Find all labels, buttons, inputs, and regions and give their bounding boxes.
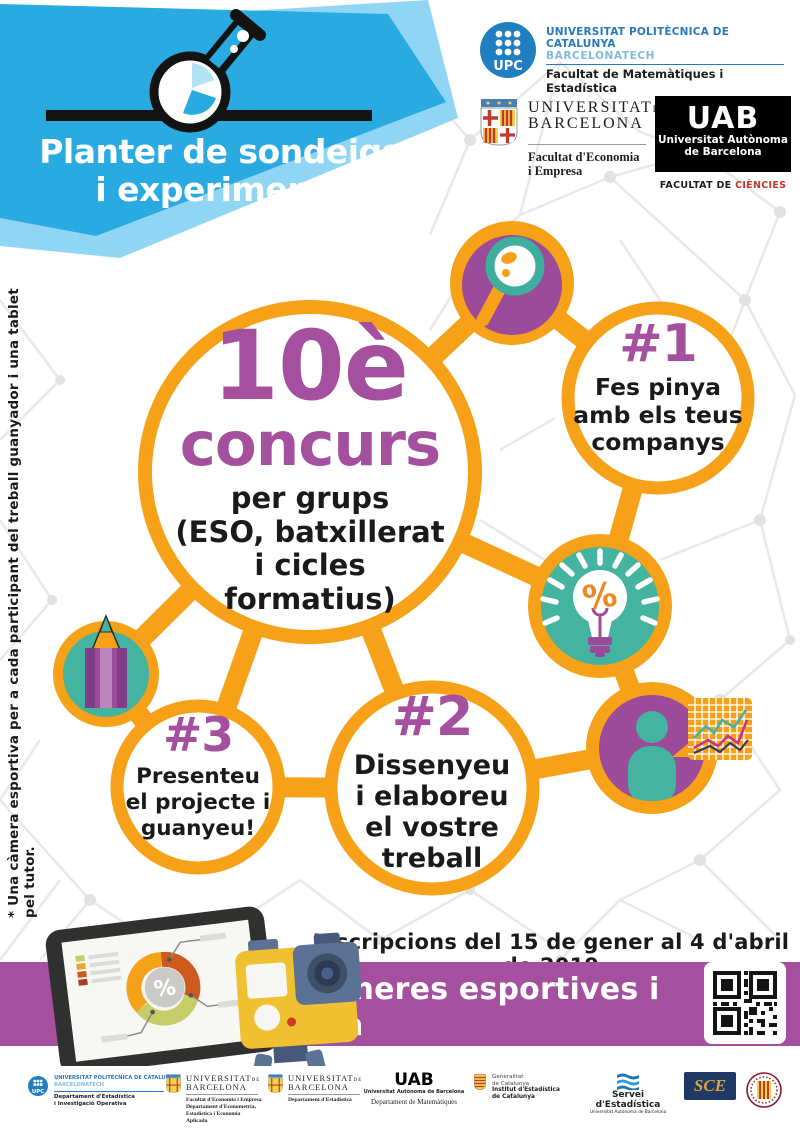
footer-sce: SCE	[684, 1072, 736, 1100]
footer-seal-icon	[746, 1072, 782, 1108]
ub-crest-icon	[480, 99, 518, 146]
upc-name: UNIVERSITAT POLITÈCNICA DE CATALUNYA	[546, 26, 730, 50]
step1-circle	[561, 301, 755, 495]
donut-percent-symbol: %	[152, 975, 177, 1003]
footer-gencat-name: Generalitat de Catalunya	[492, 1074, 530, 1087]
upc-tech: BARCELONATECH	[546, 50, 656, 62]
footer-ub1-dept: Facultat d'Economia i Empresa Departamen…	[186, 1097, 262, 1125]
step3-number: #3	[162, 708, 234, 763]
chart-callouts	[125, 938, 219, 1038]
ub-name2: BARCELONA	[528, 115, 644, 133]
footer-ub-crest-icon	[166, 1074, 181, 1093]
upc-logo-icon: UPC	[480, 22, 536, 78]
footer-servei: Servei d'Estadística Universitat Autònom…	[580, 1072, 676, 1115]
step3-text: Presenteu el projecte i guanyeu!	[125, 764, 271, 841]
footer-upc-abbr: UPC	[32, 1089, 44, 1095]
uab-faculty: FACULTAT DE CIÈNCIES	[659, 180, 787, 191]
edition-title: 10è	[212, 310, 409, 422]
footer	[0, 1066, 800, 1131]
step2-text: Dissenyeu i elaboreu el vostre treball	[353, 750, 511, 875]
contest-description: per grups (ESO, batxillerat i cicles for…	[175, 481, 445, 616]
footer-ub2-dept: Departament d'Estadística	[288, 1097, 352, 1104]
footer-gencat-shield-icon	[474, 1074, 486, 1090]
footer-upc-name: UNIVERSITAT POLITÈCNICA DE CATALUNYA	[54, 1075, 178, 1081]
person-icon	[586, 682, 718, 814]
step3-circle	[110, 699, 286, 875]
chart-legend	[75, 951, 122, 986]
step2-number: #2	[391, 685, 474, 748]
step1-number: #1	[619, 314, 698, 374]
tablet-illustration: %	[45, 906, 279, 1075]
footer-gencat-inst: Institut d'Estadística de Catalunya	[492, 1087, 560, 1101]
contest-subtitle: concurs	[179, 409, 441, 480]
footer-upc-tech: BARCELONATECH	[54, 1081, 105, 1088]
pencil-icon	[53, 614, 159, 727]
lightbulb-percent-icon: %	[528, 534, 672, 678]
footer-ub2-crest-icon	[268, 1074, 283, 1093]
upc-faculty: Facultat de Matemàtiques i Estadística	[546, 67, 724, 95]
poster-title-line1: Planter de sondeigs	[39, 132, 401, 171]
uab-abbr: UAB	[686, 101, 760, 136]
step1-text: Fes pinya amb els teus companys	[573, 373, 743, 457]
footer-servei-icon	[617, 1073, 639, 1090]
footer-sce-box: SCE	[684, 1072, 736, 1100]
footer-uab-name: Universitat Autònoma de Barcelona	[363, 1089, 465, 1095]
step2-circle	[324, 680, 540, 896]
footer-uab-abbr: UAB	[394, 1070, 434, 1090]
footer-servei-name: Servei d'Estadística	[595, 1090, 661, 1110]
bulb-percent-symbol: %	[580, 574, 621, 619]
main-circle	[138, 300, 482, 644]
magnifier-icon	[450, 221, 574, 345]
tablet-camera-illustration: %	[45, 906, 362, 1104]
uab-logo-box: UAB Universitat Autònoma de Barcelona	[655, 96, 791, 172]
upc-abbr: UPC	[493, 59, 523, 74]
poster-title-line2: i experiments	[95, 170, 345, 209]
footer-upc-dept: Departament d'Estadística i Investigació…	[54, 1093, 135, 1107]
footer-sce-abbr: SCE	[693, 1076, 727, 1095]
side-note: * Una càmera esportiva per a cada partic…	[6, 288, 38, 918]
donut-chart: %	[126, 951, 201, 1026]
ub-faculty: Facultat d'Economia i Empresa	[528, 150, 640, 179]
uab-name: Universitat Autònoma de Barcelona	[658, 134, 788, 159]
header-banner	[0, 0, 458, 258]
qr-code	[704, 962, 786, 1044]
footer-uab: UAB Universitat Autònoma de Barcelona De…	[362, 1070, 466, 1107]
flask-icon	[46, 9, 372, 133]
footer-servei-sub: Universitat Autònoma de Barcelona	[589, 1110, 667, 1115]
footer-upc-icon: UPC	[28, 1076, 48, 1096]
footer-uab-dept: Departament de Matemàtiques	[371, 1098, 457, 1106]
line-chart-bubble-icon	[672, 698, 752, 760]
ub-name: UNIVERSITATDE	[528, 99, 666, 116]
